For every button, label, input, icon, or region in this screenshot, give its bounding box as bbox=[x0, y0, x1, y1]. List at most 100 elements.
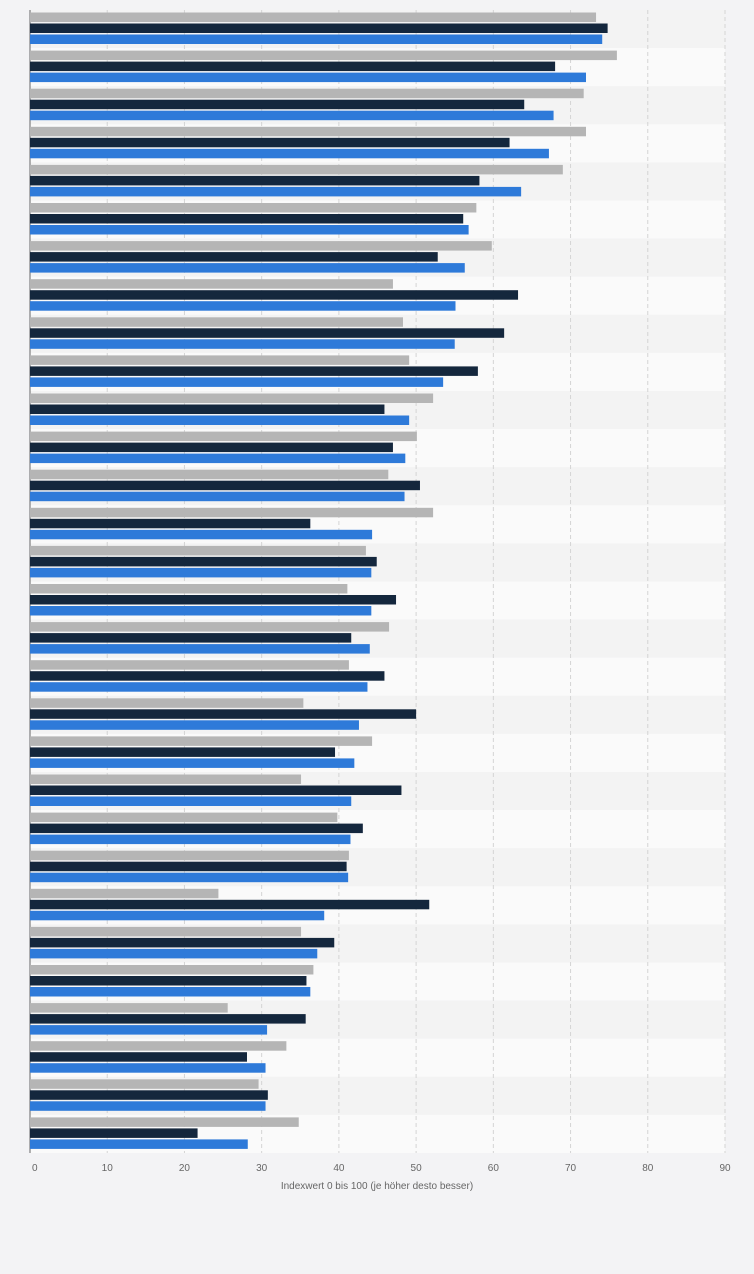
bar bbox=[30, 203, 477, 213]
bar bbox=[30, 785, 402, 795]
bar bbox=[30, 567, 372, 578]
bar bbox=[30, 23, 608, 33]
bar bbox=[30, 214, 464, 224]
bar bbox=[30, 453, 406, 464]
bar bbox=[30, 126, 586, 137]
bar bbox=[30, 1063, 266, 1073]
bar bbox=[30, 469, 389, 480]
bar bbox=[30, 252, 438, 262]
bar bbox=[30, 301, 456, 311]
bar bbox=[30, 393, 434, 403]
bar bbox=[30, 328, 505, 338]
x-axis-label: Indexwert 0 bis 100 (je höher desto bess… bbox=[281, 1181, 473, 1192]
bar bbox=[30, 736, 373, 746]
bar bbox=[30, 720, 359, 730]
bar bbox=[30, 758, 355, 768]
bar bbox=[30, 1117, 299, 1127]
bar bbox=[30, 241, 492, 251]
bar bbox=[30, 263, 465, 273]
bar bbox=[30, 633, 352, 643]
bar bbox=[30, 137, 510, 148]
bar bbox=[30, 1041, 287, 1051]
bars bbox=[30, 12, 617, 1149]
bar bbox=[30, 110, 554, 121]
bar bbox=[30, 404, 385, 414]
bar bbox=[30, 186, 522, 197]
bar bbox=[30, 709, 417, 719]
x-tick-label: 30 bbox=[256, 1163, 268, 1174]
bar bbox=[30, 595, 397, 605]
bar bbox=[30, 834, 351, 845]
bar bbox=[30, 355, 410, 365]
bar bbox=[30, 279, 393, 289]
bar bbox=[30, 366, 478, 376]
bar bbox=[30, 61, 556, 72]
bar bbox=[30, 12, 597, 22]
x-tick-label: 10 bbox=[102, 1163, 114, 1174]
bar bbox=[30, 491, 405, 502]
bar bbox=[30, 377, 444, 387]
x-tick-label: 20 bbox=[179, 1163, 191, 1174]
bar bbox=[30, 99, 525, 110]
x-axis-ticks: 0 10 20 30 40 50 60 70 80 90 bbox=[32, 1163, 731, 1174]
bar bbox=[30, 225, 469, 235]
x-tick-label: 50 bbox=[411, 1163, 423, 1174]
x-tick-label: 0 bbox=[32, 1163, 38, 1174]
bar bbox=[30, 926, 302, 937]
bar bbox=[30, 480, 420, 491]
bar bbox=[30, 812, 338, 823]
bar bbox=[30, 747, 336, 757]
bar bbox=[30, 529, 373, 540]
bar bbox=[30, 698, 304, 708]
bar bbox=[30, 290, 519, 300]
bar bbox=[30, 317, 403, 327]
bar bbox=[30, 507, 434, 518]
bar bbox=[30, 72, 586, 83]
x-tick-label: 60 bbox=[488, 1163, 500, 1174]
bar bbox=[30, 584, 348, 594]
bar bbox=[30, 442, 393, 453]
bar bbox=[30, 518, 311, 529]
bar bbox=[30, 965, 314, 975]
bar bbox=[30, 937, 335, 948]
bar bbox=[30, 1025, 268, 1035]
bar bbox=[30, 88, 584, 99]
bar bbox=[30, 339, 455, 349]
bar bbox=[30, 431, 417, 442]
bar bbox=[30, 976, 307, 986]
x-tick-label: 40 bbox=[333, 1163, 345, 1174]
bar bbox=[30, 899, 430, 910]
bar bbox=[30, 987, 311, 997]
bar bbox=[30, 175, 480, 186]
bar bbox=[30, 545, 366, 556]
bar bbox=[30, 148, 549, 159]
bar bbox=[30, 660, 349, 670]
bar bbox=[30, 1139, 248, 1149]
bar bbox=[30, 888, 219, 899]
bar bbox=[30, 1090, 268, 1100]
bar bbox=[30, 948, 318, 959]
x-tick-label: 80 bbox=[642, 1163, 654, 1174]
bar bbox=[30, 1052, 247, 1062]
bar bbox=[30, 1128, 198, 1138]
bar bbox=[30, 682, 368, 692]
bar bbox=[30, 910, 325, 921]
bar bbox=[30, 796, 352, 806]
bar bbox=[30, 671, 385, 681]
bar bbox=[30, 774, 302, 784]
bar bbox=[30, 34, 603, 44]
bar bbox=[30, 644, 370, 654]
bar bbox=[30, 556, 377, 567]
bar bbox=[30, 872, 349, 883]
bar bbox=[30, 1014, 306, 1024]
x-tick-label: 90 bbox=[719, 1163, 731, 1174]
bar bbox=[30, 850, 349, 861]
bar bbox=[30, 1101, 266, 1111]
bar bbox=[30, 50, 617, 61]
bar bbox=[30, 1003, 228, 1013]
bar bbox=[30, 1079, 259, 1089]
bar bbox=[30, 861, 347, 872]
bar bbox=[30, 823, 363, 834]
